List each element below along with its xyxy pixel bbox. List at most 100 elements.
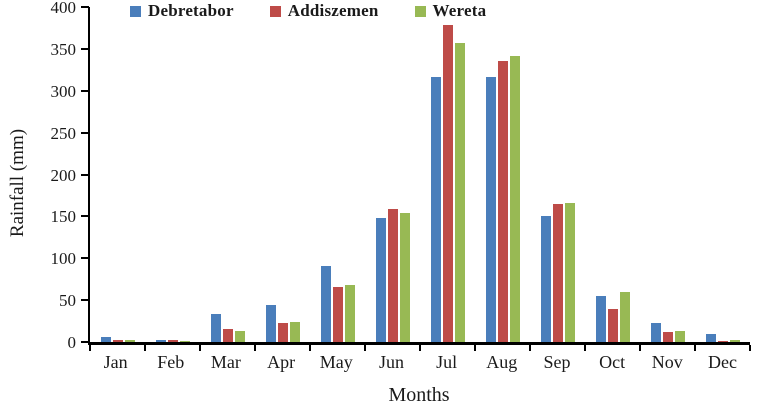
bar-group-jul: [420, 7, 475, 342]
bar-debretabor-may: [320, 265, 331, 342]
bar-group-feb: [145, 7, 200, 342]
y-tick-mark: [81, 299, 89, 301]
x-tick-label-jan: Jan: [103, 352, 128, 372]
y-tick-label: 200: [50, 166, 77, 185]
x-tick-mark: [308, 345, 311, 351]
y-tick-label: 400: [50, 0, 77, 17]
y-tick-mark: [81, 48, 89, 50]
bar-group-apr: [255, 7, 310, 342]
legend-label: Debretabor: [148, 1, 234, 20]
x-tick-label-may: May: [319, 352, 353, 372]
bar-wereta-sep: [564, 202, 575, 342]
bar-addiszemen-may: [332, 286, 343, 342]
bar-debretabor-oct: [595, 295, 606, 342]
y-tick-mark: [81, 174, 89, 176]
y-tick-mark: [81, 257, 89, 259]
bar-debretabor-jul: [430, 77, 441, 342]
bar-debretabor-jun: [375, 218, 386, 342]
x-tick-mark: [749, 345, 751, 351]
y-tick-mark: [81, 6, 89, 8]
bar-wereta-mar: [234, 331, 245, 342]
bar-wereta-jun: [399, 213, 410, 342]
bar-debretabor-jan: [100, 336, 111, 342]
bar-addiszemen-aug: [497, 60, 508, 342]
y-tick-label: 50: [59, 291, 76, 310]
legend-swatch-icon: [269, 5, 281, 17]
x-tick-mark: [364, 345, 366, 351]
bar-addiszemen-feb: [167, 340, 178, 342]
legend-item-addiszemen: Addiszemen: [269, 1, 379, 21]
bar-wereta-may: [344, 285, 355, 342]
y-tick-label: 350: [50, 40, 77, 59]
x-tick-label-mar: Mar: [210, 352, 241, 372]
x-tick-mark: [639, 345, 641, 351]
bar-addiszemen-sep: [552, 203, 563, 342]
bar-groups: [90, 7, 750, 342]
plot-area: 0 50 100 150 200 250 300 350 400: [51, 0, 751, 351]
y-tick-label: 300: [50, 82, 77, 101]
x-tick-mark: [198, 345, 201, 351]
legend-label: Addiszemen: [287, 1, 379, 20]
bar-debretabor-mar: [210, 313, 221, 342]
bar-addiszemen-dec: [717, 341, 728, 342]
y-tick-label: 100: [50, 249, 77, 268]
bar-group-jun: [365, 7, 420, 342]
x-axis-title: Months: [388, 384, 450, 406]
y-tick-label: 0: [67, 333, 77, 352]
bar-group-dec: [695, 7, 750, 342]
bar-debretabor-dec: [705, 333, 716, 342]
y-tick-label: 250: [50, 124, 77, 143]
bar-addiszemen-nov: [662, 331, 673, 342]
bar-addiszemen-mar: [222, 329, 233, 342]
y-tick-label: 150: [50, 207, 77, 226]
bar-debretabor-nov: [650, 322, 661, 342]
legend-swatch-icon: [414, 5, 426, 17]
bar-group-mar: [200, 7, 255, 342]
bar-group-jan: [90, 7, 145, 342]
bar-wereta-dec: [729, 340, 740, 342]
legend-item-wereta: Wereta: [414, 1, 487, 21]
legend: Debretabor Addiszemen Wereta: [130, 1, 486, 21]
x-tick-label-dec: Dec: [707, 352, 737, 372]
bar-wereta-jan: [124, 339, 135, 342]
x-tick-label-aug: Aug: [486, 352, 518, 372]
x-tick-label-sep: Sep: [543, 352, 571, 372]
bar-debretabor-feb: [155, 339, 166, 342]
bar-wereta-nov: [674, 331, 685, 342]
y-tick-mark: [81, 90, 89, 92]
x-tick-mark: [474, 345, 476, 351]
bar-addiszemen-jan: [112, 339, 123, 342]
bar-wereta-aug: [509, 56, 520, 342]
bar-wereta-jul: [454, 43, 465, 342]
x-tick-label-nov: Nov: [651, 352, 683, 372]
legend-item-debretabor: Debretabor: [130, 1, 234, 21]
bar-debretabor-aug: [485, 77, 496, 342]
x-tick-mark: [694, 345, 696, 351]
x-tick-label-jul: Jul: [436, 352, 458, 372]
bar-wereta-feb: [179, 341, 190, 342]
bar-wereta-apr: [289, 321, 300, 342]
x-tick-label-oct: Oct: [599, 352, 626, 372]
bar-group-nov: [640, 7, 695, 342]
bar-addiszemen-oct: [607, 308, 618, 342]
y-tick-mark: [81, 341, 89, 343]
x-tick-mark: [254, 345, 256, 351]
x-tick-mark: [584, 345, 586, 351]
bar-group-oct: [585, 7, 640, 342]
y-tick-mark: [81, 132, 89, 134]
bar-debretabor-sep: [540, 215, 551, 342]
bar-addiszemen-apr: [277, 322, 288, 342]
y-tick-mark: [81, 215, 89, 217]
bar-group-may: [310, 7, 365, 342]
bar-addiszemen-jun: [387, 208, 398, 342]
bar-wereta-oct: [619, 291, 630, 342]
x-tick-mark: [89, 345, 91, 351]
bar-group-aug: [475, 7, 530, 342]
bar-addiszemen-jul: [442, 24, 453, 342]
legend-label: Wereta: [432, 1, 487, 20]
legend-swatch-icon: [130, 5, 141, 17]
bar-debretabor-apr: [265, 305, 276, 342]
x-tick-mark: [143, 345, 146, 351]
x-tick-mark: [419, 345, 421, 351]
